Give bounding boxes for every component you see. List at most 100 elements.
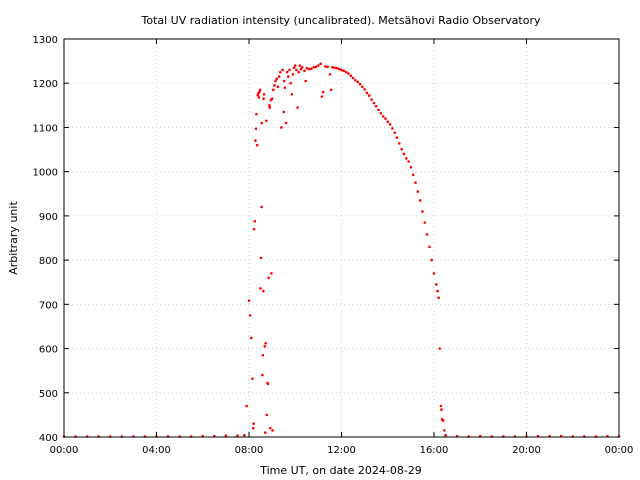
data-point bbox=[271, 88, 275, 92]
data-point bbox=[268, 426, 272, 430]
data-point bbox=[265, 413, 269, 417]
y-tick-label: 500 bbox=[39, 389, 58, 400]
data-point bbox=[270, 97, 274, 100]
data-point bbox=[248, 314, 252, 317]
data-point bbox=[275, 77, 279, 81]
data-point bbox=[300, 66, 304, 69]
data-point bbox=[344, 70, 348, 74]
data-point bbox=[278, 70, 282, 74]
data-point bbox=[258, 90, 261, 94]
data-point bbox=[381, 115, 385, 118]
data-point bbox=[258, 88, 262, 92]
grid-lines bbox=[64, 39, 619, 437]
data-point bbox=[295, 68, 298, 72]
data-point bbox=[307, 67, 311, 71]
data-point bbox=[293, 64, 297, 67]
data-point bbox=[288, 68, 291, 72]
data-point bbox=[423, 221, 427, 224]
plot-frame bbox=[63, 38, 620, 438]
data-point bbox=[354, 78, 357, 82]
data-point bbox=[430, 258, 433, 262]
data-point bbox=[374, 104, 378, 108]
data-point bbox=[266, 382, 270, 386]
data-point bbox=[363, 88, 366, 91]
data-point bbox=[252, 227, 256, 231]
data-point bbox=[312, 66, 316, 69]
data-point bbox=[391, 127, 394, 130]
data-point bbox=[404, 157, 408, 160]
data-point bbox=[305, 66, 309, 70]
data-point bbox=[328, 73, 332, 76]
x-tick-label: 20:00 bbox=[512, 445, 541, 456]
data-point bbox=[255, 112, 258, 116]
data-point bbox=[320, 95, 324, 98]
data-point bbox=[329, 88, 333, 92]
data-point bbox=[358, 82, 362, 86]
data-point bbox=[349, 74, 353, 78]
data-point bbox=[262, 289, 265, 293]
data-point bbox=[321, 90, 325, 94]
y-tick-label: 800 bbox=[39, 256, 58, 267]
data-point bbox=[259, 256, 263, 260]
data-point bbox=[271, 429, 274, 432]
data-point bbox=[393, 131, 396, 135]
data-point bbox=[284, 121, 288, 125]
data-point bbox=[435, 283, 438, 286]
y-tick-label: 1000 bbox=[33, 168, 58, 179]
data-point bbox=[342, 69, 346, 73]
data-point bbox=[356, 80, 359, 84]
x-tick-label: 04:00 bbox=[142, 445, 171, 456]
data-point bbox=[388, 123, 392, 126]
data-point bbox=[262, 92, 266, 96]
data-point bbox=[351, 76, 355, 80]
data-point bbox=[421, 210, 424, 213]
data-point bbox=[347, 72, 350, 75]
data-point bbox=[414, 181, 417, 185]
data-point bbox=[395, 136, 399, 139]
data-point bbox=[367, 94, 371, 97]
data-point bbox=[261, 373, 264, 377]
data-point bbox=[277, 75, 281, 78]
data-point bbox=[324, 65, 327, 68]
data-point bbox=[236, 434, 239, 437]
x-tick-label: 12:00 bbox=[327, 445, 356, 456]
data-point bbox=[264, 341, 267, 345]
data-point bbox=[252, 422, 255, 426]
data-point bbox=[340, 68, 343, 72]
data-point bbox=[260, 205, 264, 209]
data-point bbox=[260, 121, 264, 125]
data-point bbox=[255, 143, 259, 147]
data-point bbox=[282, 110, 285, 114]
data-point bbox=[437, 296, 440, 300]
data-point bbox=[436, 289, 439, 293]
data-point bbox=[432, 272, 436, 275]
data-point bbox=[251, 426, 255, 430]
data-point bbox=[330, 66, 334, 69]
data-point bbox=[365, 91, 369, 95]
data-point bbox=[292, 66, 296, 70]
data-point bbox=[296, 106, 299, 109]
data-point bbox=[335, 66, 339, 70]
data-point bbox=[251, 377, 254, 380]
data-point bbox=[257, 96, 261, 99]
data-point bbox=[261, 353, 265, 357]
data-point bbox=[290, 92, 294, 96]
y-tick-label: 1300 bbox=[33, 35, 58, 46]
data-point bbox=[263, 345, 267, 348]
data-point bbox=[304, 79, 307, 83]
x-tick-label: 00:00 bbox=[605, 445, 634, 456]
chart-title: Total UV radiation intensity (uncalibrat… bbox=[141, 14, 541, 27]
data-point bbox=[416, 190, 420, 193]
data-point bbox=[274, 79, 277, 83]
data-point bbox=[263, 431, 267, 434]
data-point bbox=[285, 70, 289, 74]
data-point bbox=[411, 173, 415, 177]
data-point bbox=[314, 65, 318, 69]
y-tick-label: 1100 bbox=[33, 123, 58, 134]
data-point bbox=[270, 272, 273, 275]
data-points bbox=[62, 62, 621, 438]
data-point bbox=[289, 81, 292, 85]
data-point bbox=[253, 219, 257, 223]
data-point bbox=[273, 84, 276, 87]
